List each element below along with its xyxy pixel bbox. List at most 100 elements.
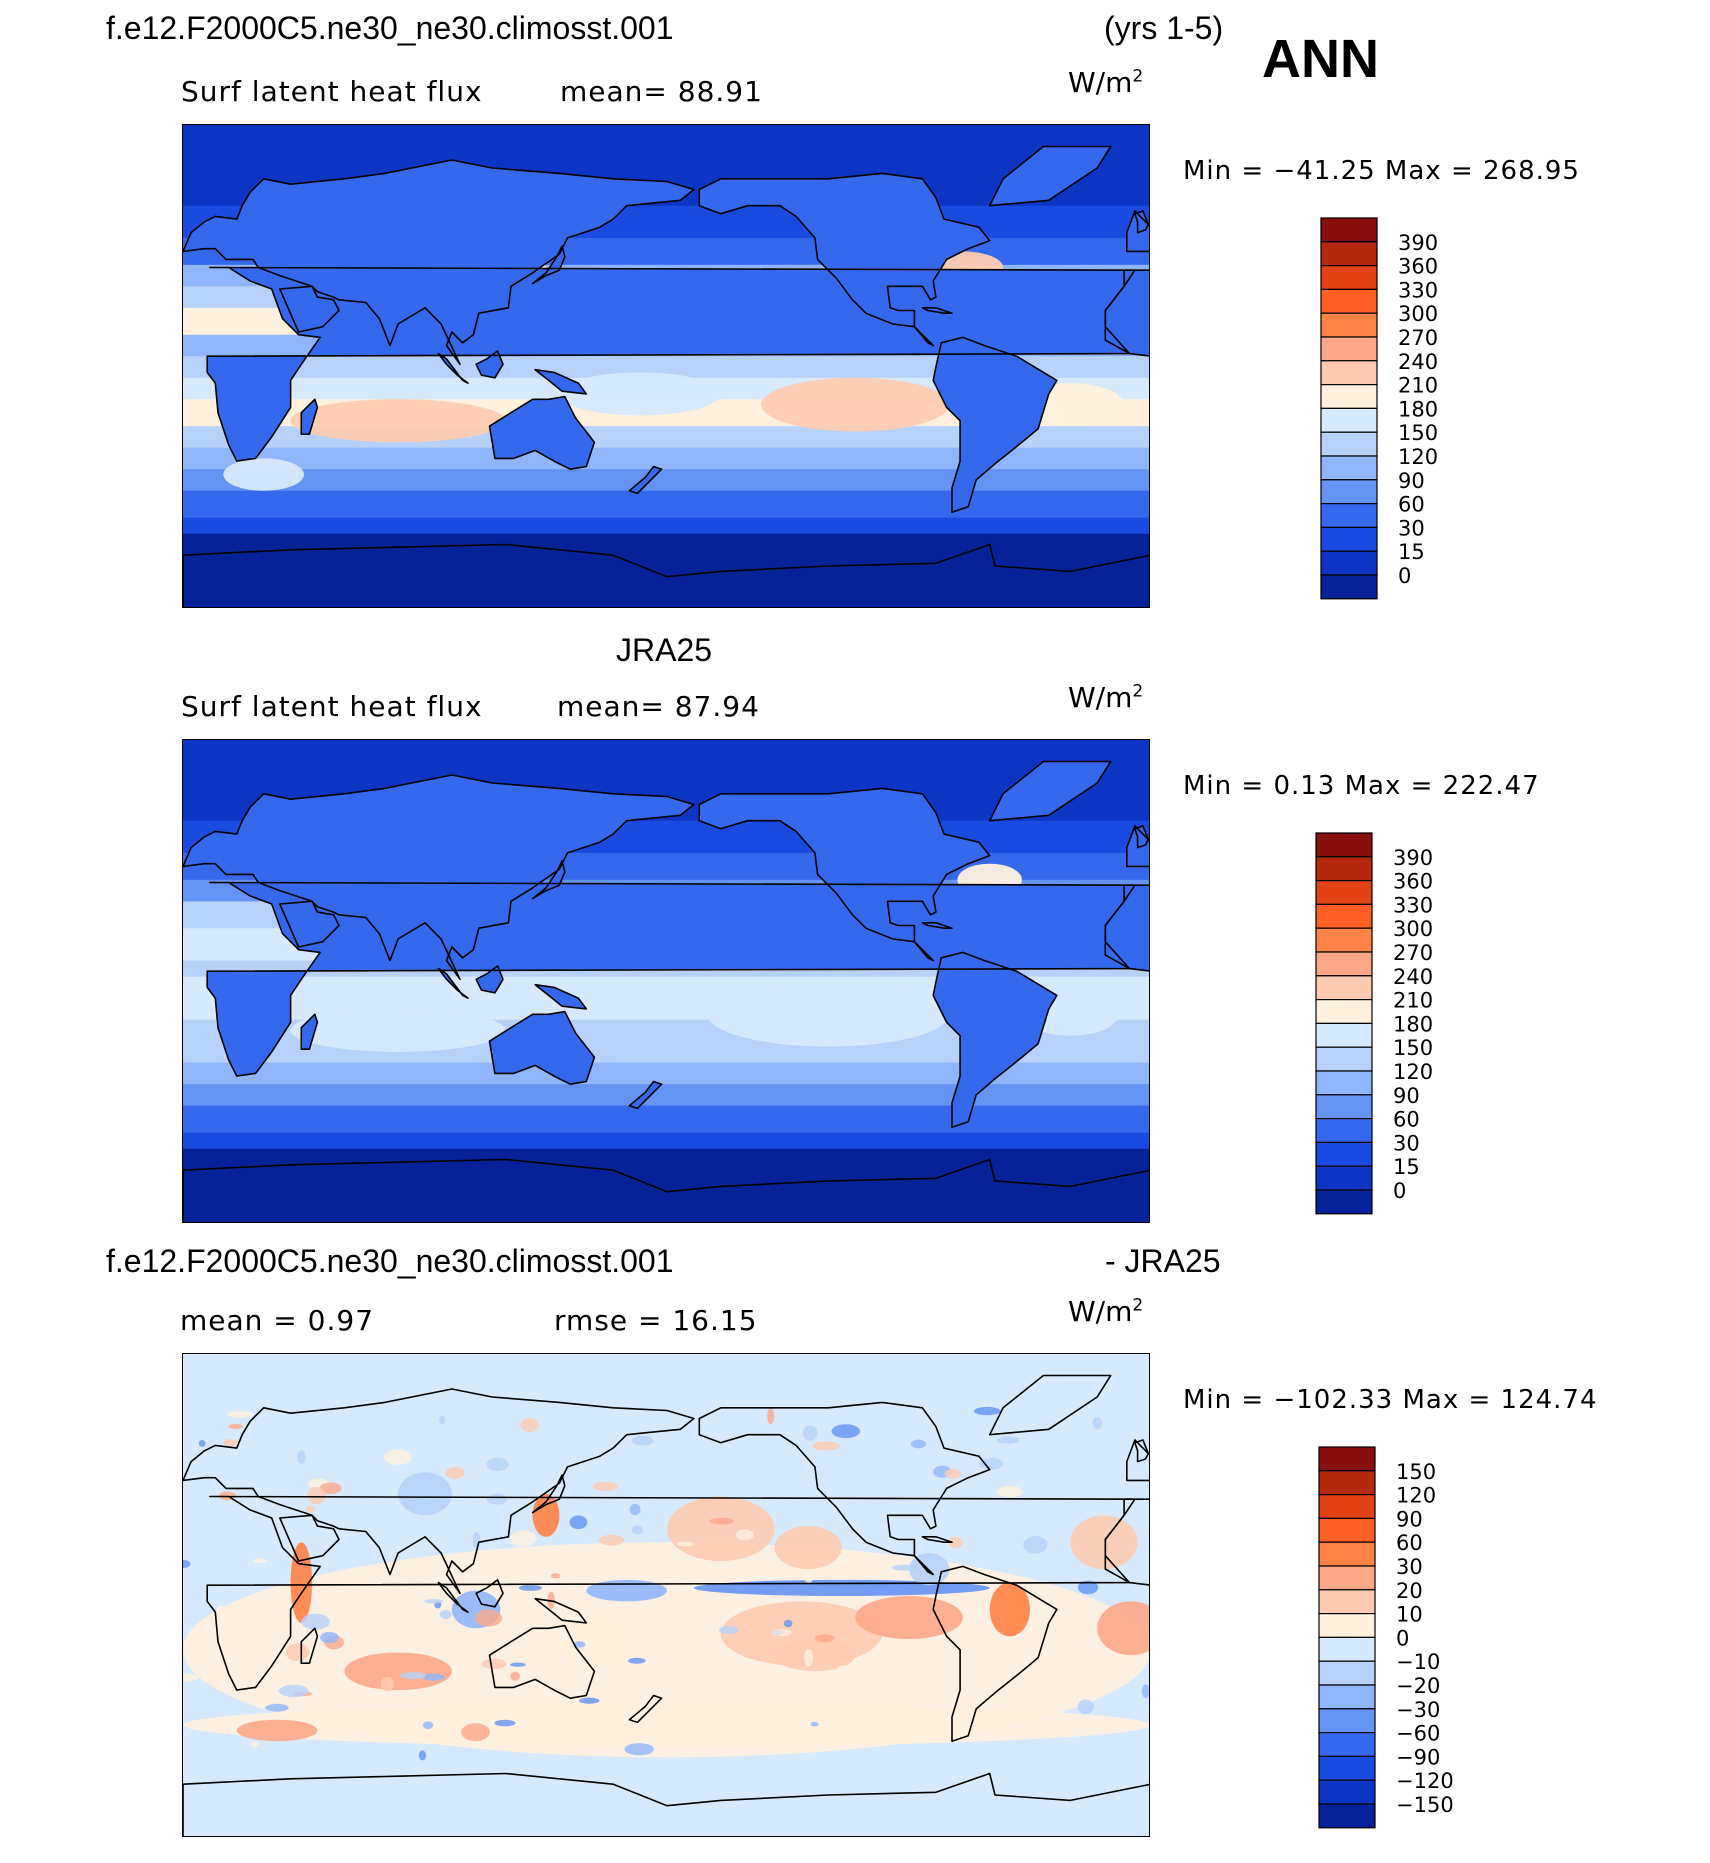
coastline: [437, 352, 469, 384]
diff-noise: [767, 1408, 775, 1425]
coastline: [183, 1772, 1149, 1836]
colorbar-tick-label: 60: [1393, 1108, 1420, 1132]
flux-band: [183, 1105, 1149, 1134]
coastline: [300, 398, 319, 435]
colorbar-swatch: [1315, 1070, 1373, 1096]
diff-noise: [445, 1466, 465, 1479]
flux-maximum: [559, 372, 721, 416]
colorbar-swatch: [1320, 455, 1378, 481]
colorbar-tick-label: 240: [1398, 350, 1438, 374]
diff-noise: [422, 1721, 434, 1730]
case-title: f.e12.F2000C5.ne30_ne30.climosst.001: [106, 10, 674, 46]
coastline: [183, 774, 695, 981]
panel2-colorbar: 390 360 330 300 270 240 210 180 150 120 90 60 30 15 0: [1315, 832, 1475, 1217]
diff-noise: [301, 1613, 330, 1630]
land-fill: [279, 901, 339, 947]
colorbar-tick-label: 240: [1393, 965, 1433, 989]
coastline: [488, 1624, 596, 1699]
coastline: [1104, 269, 1149, 357]
colorbar-tick-label: 120: [1398, 445, 1438, 469]
diff-anomaly: [855, 1596, 963, 1640]
flux-band: [183, 1062, 1149, 1086]
panel2-minmax: Min = 0.13 Max = 222.47: [1183, 771, 1540, 801]
flux-maximum: [290, 399, 506, 443]
land-fill: [183, 160, 694, 365]
coastline: [1134, 210, 1149, 234]
diff-noise: [1141, 1684, 1149, 1699]
diff-noise: [422, 1673, 445, 1681]
colorbar-tick-label: 210: [1398, 374, 1438, 398]
diff-noise: [810, 1721, 819, 1727]
colorbar-swatch: [1318, 1565, 1376, 1591]
diff-noise: [973, 1406, 1001, 1416]
colorbar-swatch: [1320, 288, 1378, 314]
coastline: [534, 983, 588, 1010]
flux-maximum: [707, 982, 950, 1047]
colorbar-swatch: [1320, 217, 1378, 243]
colorbar-swatch: [1320, 431, 1378, 457]
diff-noise: [550, 1573, 561, 1579]
coastline: [1104, 1498, 1149, 1586]
diff-anomaly: [532, 1493, 560, 1537]
panel1-map: [182, 124, 1150, 608]
panel1-colorbar: 390 360 330 300 270 240 210 180 150 120 90 60 30 15 0: [1320, 217, 1480, 602]
coastline: [988, 1374, 1112, 1436]
colorbar-swatch: [1320, 479, 1378, 505]
diff-noise: [979, 1457, 1004, 1470]
colorbar-tick-label: −90: [1396, 1745, 1440, 1769]
diff-noise: [814, 1634, 835, 1643]
diff-noise: [910, 1439, 926, 1449]
diff-noise: [307, 1486, 326, 1505]
coastline: [921, 307, 953, 314]
panel1-minmax: Min = −41.25 Max = 268.95: [1183, 156, 1580, 186]
diff-noise: [573, 1641, 586, 1648]
coastline: [932, 1565, 1058, 1742]
diff-noise: [1077, 1580, 1099, 1595]
land-fill: [535, 369, 587, 394]
coastline: [475, 965, 504, 994]
colorbar-tick-label: 390: [1398, 231, 1438, 255]
colorbar-swatch: [1318, 1470, 1376, 1496]
coastline: [531, 1474, 566, 1514]
land-fill: [629, 466, 662, 494]
colorbar-tick-label: 360: [1393, 870, 1433, 894]
diff-noise: [278, 1684, 309, 1698]
land-fill: [1105, 885, 1149, 971]
diff-noise: [183, 1560, 191, 1568]
diff-noise: [891, 1564, 920, 1571]
diff-noise: [627, 1657, 646, 1664]
colorbar-tick-label: 0: [1396, 1626, 1409, 1650]
colorbar-tick-label: 90: [1393, 1084, 1420, 1108]
colorbar-swatch: [1320, 264, 1378, 290]
panel2-mean: mean= 87.94: [557, 690, 760, 723]
diff-noise: [624, 1743, 654, 1756]
diff-noise: [996, 1436, 1020, 1444]
coastline: [932, 951, 1058, 1128]
diff-anomaly: [989, 1582, 1030, 1637]
colorbar-tick-label: 90: [1396, 1507, 1423, 1531]
diff-anomaly: [774, 1526, 842, 1570]
land-fill: [1105, 270, 1149, 356]
diff-noise: [518, 1585, 543, 1591]
diff-noise: [709, 1517, 734, 1525]
diff-noise: [305, 1505, 315, 1513]
diff-noise: [223, 1439, 238, 1446]
map-svg: [183, 740, 1149, 1222]
colorbar-tick-label: −60: [1396, 1722, 1440, 1746]
diff-anomaly: [774, 1639, 856, 1672]
diff-noise: [592, 1481, 619, 1492]
panel2-title: JRA25: [616, 632, 713, 668]
colorbar-swatch: [1315, 1094, 1373, 1120]
colorbar-tick-label: 270: [1398, 326, 1438, 350]
years-label: (yrs 1-5): [1104, 10, 1224, 46]
diff-noise: [783, 1619, 793, 1628]
colorbar-swatch: [1315, 903, 1373, 929]
colorbar-tick-label: 60: [1398, 493, 1425, 517]
diff-noise: [510, 1671, 520, 1681]
colorbar-tick-label: 150: [1396, 1460, 1436, 1484]
flux-maximum: [290, 1008, 506, 1052]
land-fill: [933, 952, 1057, 1128]
coastline: [628, 1080, 663, 1110]
diff-noise: [228, 1423, 243, 1430]
panel3-minmax: Min = −102.33 Max = 124.74: [1183, 1385, 1598, 1415]
